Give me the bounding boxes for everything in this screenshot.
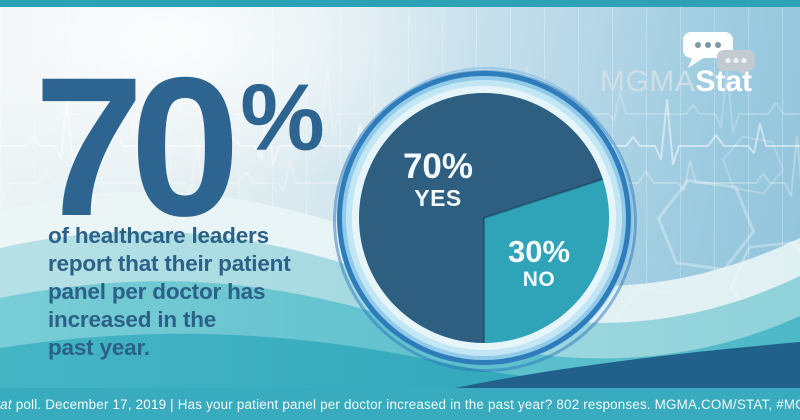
brand-logo: MGMAStat [600,67,752,97]
brand-name-regular: MGMA [600,65,696,98]
top-accent-bar [0,0,800,7]
headline-number: 70 [34,36,240,257]
headline-description: of healthcare leaders report that their … [48,222,291,362]
chat-bubble-small-icon [717,50,755,79]
description-line: report that their patient [48,251,291,276]
description-line: increased in the [48,307,217,332]
footer-brand-italic: Stat [0,396,12,412]
footer-bar: MGMA Stat poll. December 17, 2019 | Has … [0,388,800,420]
description-line: panel per doctor has [48,279,266,304]
yes-percent: 70% [402,147,474,186]
pie-label-no: 30% NO [475,235,603,292]
pie-chart: 70% YES 30% NO [313,50,657,392]
no-percent: 30% [507,234,571,269]
description-line: of healthcare leaders [48,223,269,248]
brand-name-bold: Stat [695,65,753,98]
description-line: past year. [48,335,150,360]
pie-graphic [359,93,609,343]
pie-slice-dividers [483,178,604,343]
headline-percent-sign: % [240,65,325,171]
pie-label-yes: 70% YES [373,147,503,212]
no-label: NO [522,268,556,291]
yes-label: YES [414,185,462,211]
headline-stat: 70 % [34,48,325,246]
sketch-ring-icon [339,67,633,365]
chat-bubbles-icon [683,32,755,79]
footer-text: poll. December 17, 2019 | Has your patie… [15,396,800,412]
